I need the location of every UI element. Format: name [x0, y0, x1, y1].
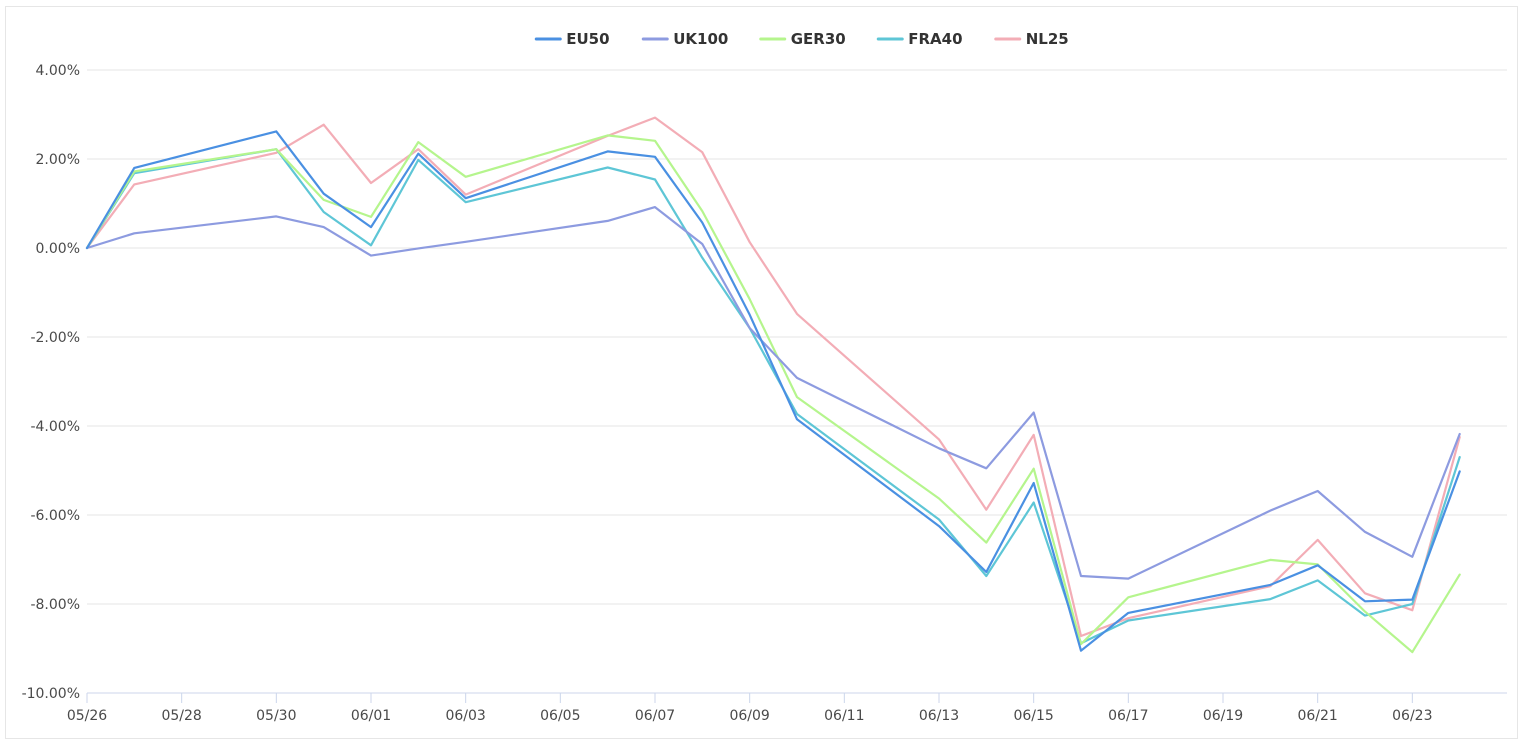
y-tick-label: -6.00%	[30, 508, 80, 524]
x-tick-label: 06/17	[1108, 708, 1148, 724]
x-tick-label: 06/03	[445, 708, 485, 724]
chart-frame	[5, 6, 1518, 739]
legend-label: EU50	[566, 30, 609, 48]
x-axis: 05/26 05/28 05/30 06/01 06/03 06/05 06/07 06/09…	[67, 692, 1507, 724]
legend-label: UK100	[673, 30, 728, 48]
legend-item-fra40[interactable]: FRA40	[876, 30, 963, 48]
x-tick-label: 05/30	[256, 708, 296, 724]
legend-item-ger30[interactable]: GER30	[759, 30, 846, 48]
legend-label: NL25	[1026, 30, 1069, 48]
x-tick-label: 06/05	[540, 708, 580, 724]
y-axis-tick-labels: 4.00% 2.00% 0.00% -2.00% -4.00% -6.00% -8.00% -…	[22, 63, 80, 702]
series-line-eu50[interactable]	[85, 130, 1461, 652]
y-tick-label: -8.00%	[30, 597, 80, 613]
x-tick-label: 05/26	[67, 708, 107, 724]
x-tick-label: 06/21	[1297, 708, 1337, 724]
series-line-fra40[interactable]	[85, 148, 1461, 645]
y-tick-label: -2.00%	[30, 330, 80, 346]
legend-item-eu50[interactable]: EU50	[534, 30, 610, 48]
legend[interactable]: EU50 UK100 GER30 FRA40 NL25	[534, 30, 1069, 48]
y-tick-label: -10.00%	[22, 686, 80, 702]
legend-label: FRA40	[908, 30, 962, 48]
x-tick-label: 06/11	[824, 708, 864, 724]
series-line-ger30[interactable]	[85, 134, 1461, 654]
series-lines	[85, 116, 1461, 654]
series-line-nl25[interactable]	[85, 116, 1461, 638]
series-line-uk100[interactable]	[85, 206, 1461, 580]
grid-lines	[87, 69, 1507, 605]
x-tick-label: 06/23	[1392, 708, 1432, 724]
legend-item-nl25[interactable]: NL25	[994, 30, 1069, 48]
x-tick-label: 06/15	[1013, 708, 1053, 724]
x-tick-label: 06/13	[919, 708, 959, 724]
x-tick-label: 06/01	[351, 708, 391, 724]
y-tick-label: 4.00%	[36, 63, 80, 79]
y-tick-label: 0.00%	[36, 241, 80, 257]
legend-item-uk100[interactable]: UK100	[641, 30, 728, 48]
x-tick-label: 06/07	[635, 708, 675, 724]
y-tick-label: -4.00%	[30, 419, 80, 435]
y-tick-label: 2.00%	[36, 152, 80, 168]
x-tick-label: 06/09	[729, 708, 769, 724]
x-tick-label: 05/28	[161, 708, 201, 724]
legend-label: GER30	[791, 30, 846, 48]
x-tick-label: 06/19	[1203, 708, 1243, 724]
